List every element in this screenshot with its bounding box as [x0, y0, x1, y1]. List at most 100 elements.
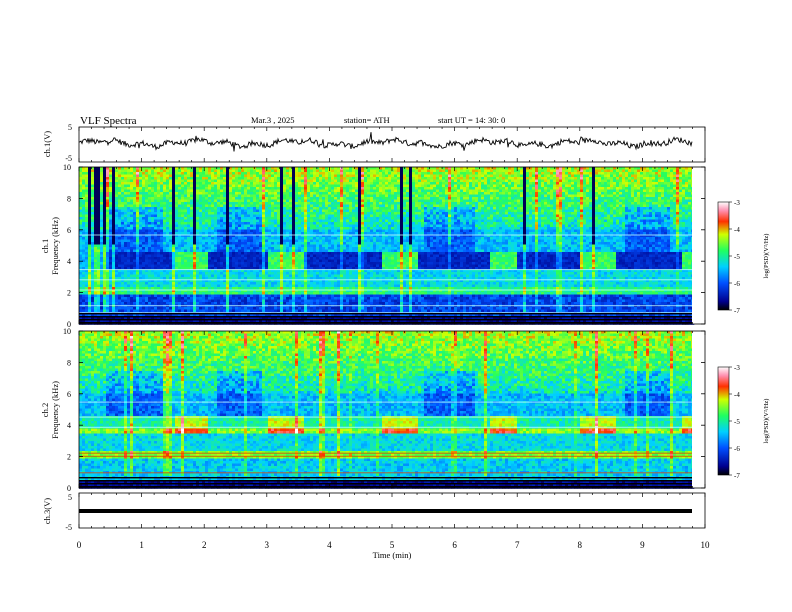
spectrogram-cell [127, 174, 131, 178]
spectrogram-cell [361, 219, 365, 223]
spectrogram-cell [661, 189, 665, 193]
spectrogram-cell [565, 182, 569, 185]
spectrogram-cell [490, 179, 494, 183]
spectrogram-cell [559, 182, 563, 185]
spectrogram-cell [475, 167, 479, 170]
spectrogram-cell [322, 197, 326, 200]
spectrogram-cell [109, 169, 113, 173]
spectrogram-cell [361, 217, 365, 220]
spectrogram-cell [238, 207, 242, 210]
spectrogram-cell [289, 177, 293, 180]
spectrogram-cell [514, 192, 518, 195]
spectrogram-cell [328, 222, 332, 225]
spectrogram-cell [598, 219, 602, 223]
spectrogram-cell [403, 224, 407, 228]
spectrogram-cell [82, 184, 86, 188]
spectrogram-cell [166, 194, 170, 198]
spectrogram-cell [190, 207, 194, 210]
spectrogram-cell [139, 167, 143, 170]
spectrogram-cell [355, 167, 359, 170]
spectrogram-cell [682, 172, 686, 175]
spectrogram-cell [196, 204, 200, 208]
spectrogram-cell [466, 194, 470, 198]
spectrogram-cell [235, 199, 239, 203]
spectrogram-cell [682, 222, 686, 225]
spectrogram-cell [115, 182, 119, 185]
spectrogram-cell [331, 207, 335, 210]
spectrogram-cell [472, 189, 476, 193]
spectrogram-cell [358, 189, 362, 193]
spectrogram-cell [349, 207, 353, 210]
spectrogram-cell [163, 207, 167, 210]
spectrogram-cell [622, 219, 626, 223]
spectrogram-cell [172, 184, 176, 188]
spectrogram-cell [103, 174, 107, 178]
spectrogram-cell [457, 172, 461, 175]
spectrogram-cell [223, 184, 227, 188]
spectrogram-cell [265, 202, 269, 205]
spectrogram-cell [532, 224, 536, 228]
spectrogram-cell [328, 207, 332, 210]
spectrogram-cell [166, 167, 170, 170]
spectrogram-cell [505, 189, 509, 193]
spectrogram-cell [403, 192, 407, 195]
spectrogram-cell [88, 177, 92, 180]
spectrogram-cell [196, 182, 200, 185]
spectrogram-cell [370, 174, 374, 178]
spectrogram-cell [211, 182, 215, 185]
spectrogram-cell [382, 204, 386, 208]
spectrogram-cell [88, 209, 92, 213]
spectrogram-cell [289, 212, 293, 215]
spectrogram-cell [667, 204, 671, 208]
spectrogram-cell [523, 197, 527, 200]
spectrogram-cell [331, 172, 335, 175]
spectrogram-cell [655, 217, 659, 220]
spectrogram-cell [553, 169, 557, 173]
spectrogram-cell [463, 199, 467, 203]
spectrogram-cell [643, 224, 647, 228]
spectrogram-cell [100, 222, 104, 225]
spectrogram-cell [292, 169, 296, 173]
spectrogram-cell [403, 174, 407, 178]
spectrogram-cell [649, 199, 653, 203]
spectrogram-cell [601, 194, 605, 198]
spectrogram-cell [526, 202, 530, 205]
spectrogram-cell [610, 222, 614, 225]
spectrogram-cell [427, 222, 431, 225]
spectrogram-cell [259, 192, 263, 195]
spectrogram-cell [181, 214, 185, 218]
spectrogram-cell [109, 219, 113, 223]
spectrogram-cell [472, 207, 476, 210]
spectrogram-cell [154, 192, 158, 195]
spectrogram-cell [193, 212, 197, 215]
spectrogram-cell [634, 207, 638, 210]
spectrogram-cell [418, 192, 422, 195]
spectrogram-cell [208, 177, 212, 180]
spectrogram-cell [217, 219, 221, 223]
spectrogram-cell [493, 169, 497, 173]
spectrogram-cell [208, 207, 212, 210]
spectrogram-cell [319, 219, 323, 223]
spectrogram-cell [517, 217, 521, 220]
spectrogram-cell [103, 219, 107, 223]
spectrogram-cell [283, 187, 287, 190]
spectrogram-cell [586, 187, 590, 190]
spectrogram-cell [259, 197, 263, 200]
spectrogram-cell [628, 224, 632, 228]
spectrogram-cell [553, 192, 557, 195]
spectrogram-cell [442, 174, 446, 178]
spectrogram-cell [562, 212, 566, 215]
spectrogram-cell [451, 169, 455, 173]
spectrogram-cell [439, 197, 443, 200]
spectrogram-cell [115, 177, 119, 180]
spectrogram-cell [127, 184, 131, 188]
spectrogram-cell [535, 177, 539, 180]
spectrogram-cell [646, 192, 650, 195]
spectrogram-cell [670, 214, 674, 218]
spectrogram-cell [127, 182, 131, 185]
spectrogram-cell [112, 204, 116, 208]
spectrogram-cell [577, 217, 581, 220]
spectrogram-cell [541, 204, 545, 208]
spectrogram-cell [496, 192, 500, 195]
spectrogram-cell [577, 212, 581, 215]
